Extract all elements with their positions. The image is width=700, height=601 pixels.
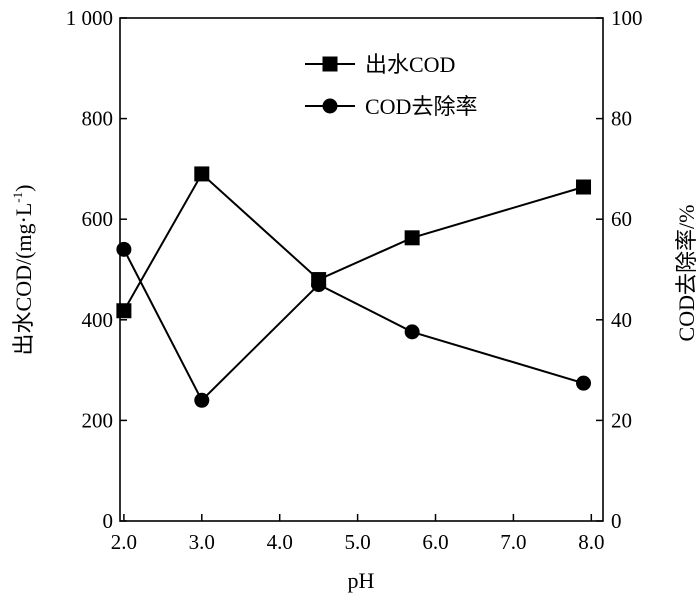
y-right-tick-label: 40 [611,308,632,332]
cod-effluent-point [576,179,592,195]
svg-text:出水COD/(mg·L-1): 出水COD/(mg·L-1) [10,185,36,356]
y-left-tick-label: 0 [103,509,114,533]
cod-removal-point [194,392,210,408]
y-axis-right-title: COD去除率/% [674,205,699,342]
x-tick-label: 3.0 [189,530,215,554]
y-left-tick-label: 200 [82,408,114,432]
x-tick-label: 2.0 [111,530,137,554]
cod-removal-point [576,375,592,391]
y-right-tick-label: 80 [611,107,632,131]
y-axis-right: 0 20 40 60 80 100 [596,6,643,533]
legend-cod-effluent-label: 出水COD [365,52,455,77]
legend-cod-effluent-marker [322,56,338,72]
y-right-tick-label: 20 [611,408,632,432]
cod-effluent-point [194,166,210,182]
series-layer [116,166,592,408]
y-left-tick-label: 400 [82,308,114,332]
x-tick-label: 7.0 [500,530,526,554]
y-left-label-sup: -1 [10,192,25,203]
x-axis: 2.0 3.0 4.0 5.0 6.0 7.0 8.0 [111,514,604,554]
x-tick-label: 6.0 [422,530,448,554]
y-left-label-main: 出水COD/(mg·L [11,203,36,356]
cod-removal-line [123,248,584,402]
x-axis-title: pH [348,568,375,593]
y-axis-left: 0 200 400 600 800 1 000 [66,6,127,533]
y-left-tick-label: 1 000 [66,6,113,30]
legend-cod-removal-marker [322,98,338,114]
cod-removal-point [311,277,327,293]
cod-removal-point [404,324,420,340]
cod-effluent-point [404,230,420,246]
legend: 出水COD COD去除率 [305,52,477,119]
y-right-tick-label: 60 [611,207,632,231]
y-right-tick-label: 100 [611,6,643,30]
cod-effluent-line [123,172,584,312]
legend-cod-removal-label: COD去除率 [365,94,477,119]
x-tick-label: 4.0 [267,530,293,554]
y-left-tick-label: 800 [82,107,114,131]
y-left-label-close: ) [11,185,36,192]
cod-removal-point [116,241,132,257]
y-right-tick-label: 0 [611,509,622,533]
y-left-tick-label: 600 [82,207,114,231]
cod-effluent-point [116,303,132,319]
x-tick-label: 5.0 [344,530,370,554]
x-tick-label: 8.0 [578,530,604,554]
plot-frame [119,17,604,522]
y-axis-left-title: 出水COD/(mg·L-1) [10,185,36,356]
